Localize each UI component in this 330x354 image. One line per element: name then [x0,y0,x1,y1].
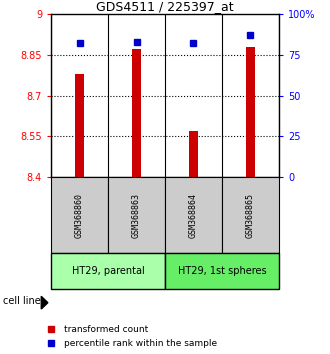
Text: transformed count: transformed count [64,325,148,334]
Bar [246,47,255,177]
Bar [75,74,84,177]
Text: HT29, 1st spheres: HT29, 1st spheres [178,266,266,276]
Text: cell line: cell line [3,296,41,306]
Bar [165,253,279,289]
Bar [222,177,279,253]
Text: GSM368864: GSM368864 [189,193,198,238]
Bar [189,131,198,177]
Text: GSM368863: GSM368863 [132,193,141,238]
Polygon shape [41,296,48,309]
Bar [108,177,165,253]
Text: GSM368865: GSM368865 [246,193,255,238]
Bar [132,50,141,177]
Text: GSM368860: GSM368860 [75,193,84,238]
Bar [165,177,222,253]
Title: GDS4511 / 225397_at: GDS4511 / 225397_at [96,0,234,13]
Bar [51,253,165,289]
Text: HT29, parental: HT29, parental [72,266,145,276]
Bar [51,177,108,253]
Text: percentile rank within the sample: percentile rank within the sample [64,339,217,348]
